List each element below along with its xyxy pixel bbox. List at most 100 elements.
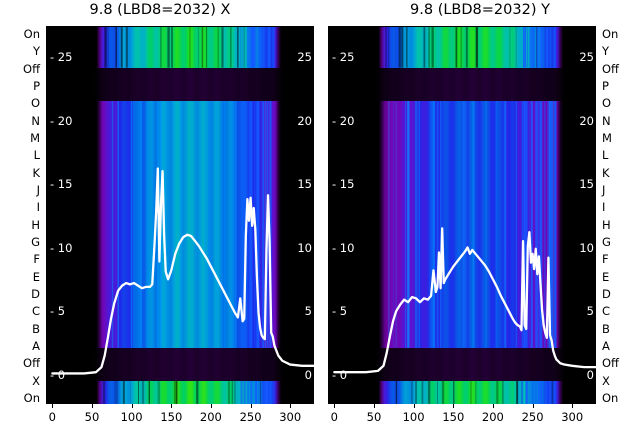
y-tick-label: - 15 (332, 177, 355, 192)
x-tick-label: 200 (481, 410, 504, 424)
x-tick-label: 0 (330, 410, 338, 424)
category-label: Off (602, 61, 619, 76)
category-label: On (23, 27, 40, 41)
y-tick-label: - 20 (332, 113, 355, 128)
y-tick-label-mirror: 20 (579, 113, 594, 128)
heatmap-stripes (328, 27, 596, 68)
category-label: I (36, 200, 40, 215)
category-label: N (602, 113, 611, 128)
category-label: C (31, 304, 40, 319)
panel-x: 9.8 (LBD8=2032) X - 0 - 5 - 10 - 15 - 20 - 25… (6, 2, 314, 424)
x-tick-label: 150 (442, 410, 465, 424)
category-label: L (33, 148, 40, 163)
heatmap-band (328, 381, 596, 404)
panel-y-plot-area[interactable]: - 0 - 5 - 10 - 15 - 20 - 25 0 5 10 15 20 25 (328, 26, 596, 404)
y-tick-label-mirror: 15 (579, 177, 594, 192)
y-tick-label-mirror: 5 (304, 304, 312, 319)
category-label: L (602, 148, 609, 163)
x-tick-label: 150 (160, 410, 183, 424)
panel-y-title: 9.8 (LBD8=2032) Y (410, 2, 550, 18)
y-tick-label-mirror: 0 (586, 368, 594, 382)
heatmap-gap (328, 348, 596, 382)
category-label: A (32, 339, 40, 353)
y-tick-label: - 10 (332, 240, 355, 255)
x-tick-label: 250 (239, 410, 262, 424)
category-label: Off (23, 356, 40, 371)
x-tick-mark (374, 404, 375, 408)
y-tick-label-mirror: 5 (586, 304, 594, 319)
category-label: P (33, 79, 40, 93)
x-tick-label: 100 (120, 410, 143, 424)
heatmap-band (46, 381, 314, 404)
panel-x-category-axis: On Y Off P O N M L K J I H G F E D C B A Off X On (6, 26, 40, 404)
x-tick-mark (92, 404, 93, 408)
y-tick-label: - 25 (50, 49, 73, 64)
y-tick-label-mirror: 20 (297, 113, 312, 128)
category-label: I (602, 200, 606, 215)
x-tick-label: 250 (521, 410, 544, 424)
category-label: M (30, 131, 40, 145)
category-label: O (30, 96, 40, 111)
panel-x-title: 9.8 (LBD8=2032) X (89, 2, 231, 18)
panel-y-category-axis: On Y Off P O N M L K J I H G F E D C B A Off X On (602, 26, 636, 404)
category-label: E (32, 269, 40, 284)
x-tick-mark (532, 404, 534, 408)
category-label: Y (32, 44, 40, 59)
panel-y-x-axis: 0 50 100 150 200 250 300 (328, 404, 596, 436)
x-tick-label: 300 (561, 410, 584, 424)
category-label: X (32, 373, 40, 388)
category-label: On (602, 391, 619, 405)
y-tick-label: - 0 (332, 368, 348, 382)
category-label: G (602, 235, 611, 249)
y-tick-label: - 5 (332, 304, 348, 319)
panel-y: 9.8 (LBD8=2032) Y - 0 - 5 - 10 - 15 - 20 - 25… (320, 0, 640, 440)
x-tick-label: 300 (279, 410, 302, 424)
y-tick-label-mirror: 25 (579, 49, 594, 64)
y-tick-label-mirror: 15 (297, 177, 312, 192)
x-tick-mark (52, 404, 54, 408)
x-tick-mark (171, 404, 173, 408)
category-label: X (602, 373, 610, 388)
category-label: C (602, 304, 611, 319)
category-label: J (36, 183, 40, 197)
x-tick-label: 50 (366, 410, 382, 424)
category-label: N (31, 113, 40, 128)
x-tick-mark (290, 404, 292, 408)
y-tick-label-mirror: 0 (304, 368, 312, 382)
heatmap-gap (328, 68, 596, 102)
x-tick-mark (250, 404, 252, 408)
heatmap-gap (46, 68, 314, 102)
x-tick-label: 0 (48, 410, 56, 424)
x-tick-label: 200 (199, 410, 222, 424)
y-tick-label: - 0 (50, 368, 66, 382)
category-label: F (602, 252, 609, 267)
category-label: D (602, 287, 611, 301)
category-label: Off (602, 356, 619, 371)
category-label: H (602, 217, 611, 232)
x-tick-mark (453, 404, 455, 408)
y-tick-label-mirror: 10 (579, 240, 594, 255)
x-tick-mark (492, 404, 494, 408)
heatmap-stripes (328, 101, 596, 348)
heatmap-stripes (46, 381, 314, 404)
category-label: B (602, 321, 610, 336)
category-label: M (602, 131, 612, 145)
y-tick-label-mirror: 25 (297, 49, 312, 64)
category-label: H (31, 217, 40, 232)
category-label: P (602, 79, 609, 93)
category-label: G (31, 235, 40, 249)
category-label: Off (23, 61, 40, 76)
y-tick-label: - 20 (50, 113, 73, 128)
category-label: D (31, 287, 40, 301)
category-label: O (602, 96, 612, 111)
category-label: B (32, 321, 40, 336)
y-tick-label-mirror: 10 (297, 240, 312, 255)
category-label: J (602, 183, 606, 197)
y-tick-label: - 10 (50, 240, 73, 255)
y-tick-label: - 15 (50, 177, 73, 192)
panel-x-plot-area[interactable]: - 0 - 5 - 10 - 15 - 20 - 25 0 5 10 15 20 25 (46, 26, 314, 404)
category-label: F (33, 252, 40, 267)
x-tick-mark (572, 404, 574, 408)
heatmap-band (328, 27, 596, 68)
